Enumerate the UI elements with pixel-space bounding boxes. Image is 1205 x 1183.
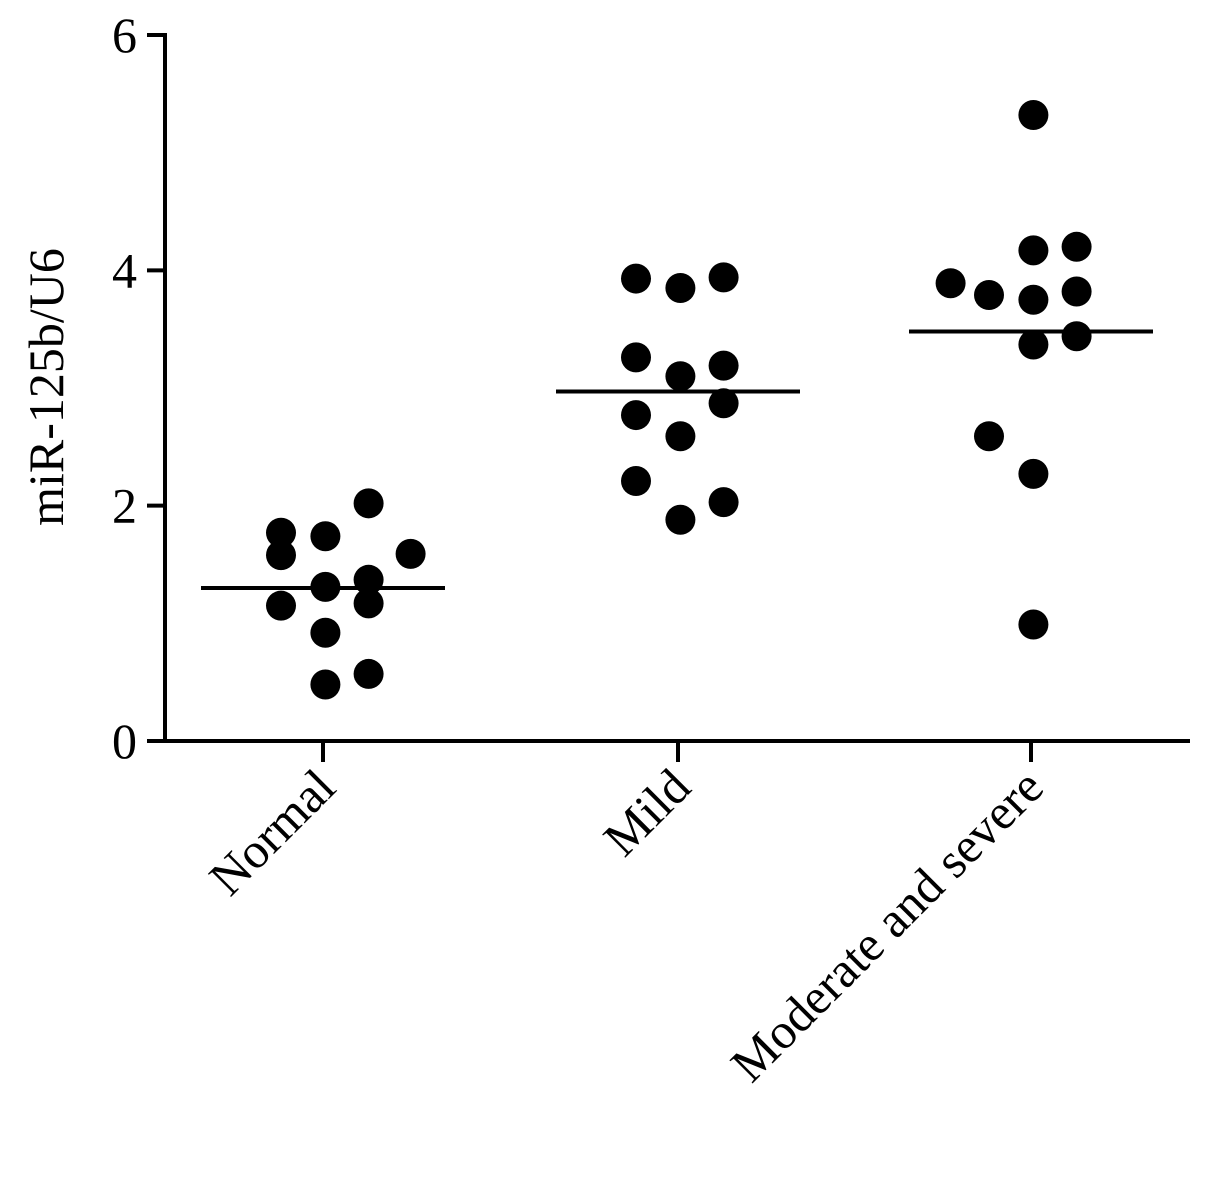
data-point (1061, 276, 1092, 307)
y-tick-label: 6 (112, 7, 137, 63)
x-tick-label: Mild (592, 758, 700, 866)
data-point (310, 521, 341, 552)
data-point (310, 571, 341, 602)
data-point (708, 350, 739, 381)
data-point (974, 280, 1004, 311)
data-point (1018, 284, 1049, 315)
data-point (1061, 321, 1092, 352)
data-point (1018, 609, 1049, 640)
data-point (266, 517, 296, 548)
data-point (310, 669, 341, 700)
data-point (665, 272, 696, 303)
data-point (708, 262, 739, 293)
data-point (310, 617, 341, 648)
y-axis-label: miR-125b/U6 (18, 248, 74, 526)
data-point (1018, 100, 1049, 131)
data-point (708, 388, 739, 419)
x-tick-label: Moderate and severe (720, 758, 1054, 1092)
data-point (353, 588, 384, 619)
data-point (974, 421, 1004, 452)
data-point (621, 400, 651, 431)
data-point (1018, 329, 1049, 360)
x-tick-label: Normal (198, 758, 346, 906)
data-point (621, 263, 651, 294)
y-tick-label: 4 (112, 242, 137, 298)
data-point (353, 488, 384, 519)
y-tick-label: 2 (112, 478, 137, 534)
data-points (266, 100, 1092, 700)
y-tick-label: 0 (112, 713, 137, 769)
data-point (665, 361, 696, 392)
data-point (1018, 235, 1049, 266)
data-point (395, 538, 426, 569)
data-point (665, 504, 696, 535)
data-point (621, 465, 651, 496)
data-point (266, 540, 296, 571)
data-point (1018, 458, 1049, 489)
data-point (353, 564, 384, 595)
x-axis-ticks: Normal Mild Moderate and severe (198, 741, 1054, 1092)
data-point (935, 268, 966, 299)
data-point (266, 590, 296, 621)
y-axis-ticks: 0 2 4 6 (112, 7, 165, 769)
data-point (353, 658, 384, 689)
data-point (665, 421, 696, 452)
data-point (621, 342, 651, 373)
data-point (708, 487, 739, 518)
data-point (1061, 231, 1092, 262)
